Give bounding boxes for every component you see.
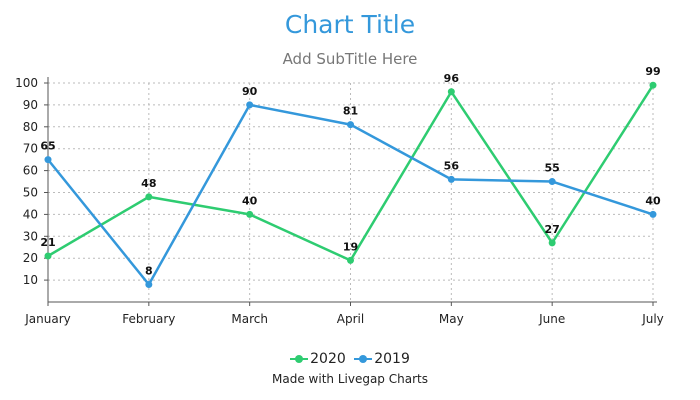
chart-title: Chart Title bbox=[284, 10, 416, 39]
legend-swatch-2019 bbox=[354, 354, 373, 364]
data-label-2020: 96 bbox=[444, 72, 460, 85]
data-point-2020 bbox=[246, 210, 254, 218]
data-label-2019: 90 bbox=[242, 85, 258, 98]
legend-item-2020[interactable]: 2020 bbox=[290, 351, 346, 367]
legend-item-2019[interactable]: 2019 bbox=[354, 351, 410, 367]
legend-swatch-2020 bbox=[290, 354, 309, 364]
y-tick-label: 50 bbox=[23, 186, 38, 200]
legend-label-2019: 2019 bbox=[374, 351, 410, 367]
data-point-2019 bbox=[548, 178, 556, 186]
data-point-2020 bbox=[145, 193, 153, 201]
x-tick-label: March bbox=[231, 312, 268, 326]
data-point-2020 bbox=[347, 256, 354, 264]
data-label-2020: 19 bbox=[343, 240, 358, 253]
data-point-2020 bbox=[44, 252, 52, 260]
data-label-2020: 21 bbox=[40, 236, 55, 249]
data-point-2019 bbox=[246, 101, 254, 109]
x-tick-label: January bbox=[24, 312, 71, 326]
data-point-2019 bbox=[347, 121, 354, 129]
data-label-2019: 55 bbox=[545, 162, 560, 175]
y-tick-label: 60 bbox=[23, 164, 38, 178]
y-tick-label: 100 bbox=[15, 76, 38, 90]
y-tick-label: 10 bbox=[23, 273, 38, 287]
y-tick-label: 70 bbox=[23, 142, 38, 156]
data-point-2020 bbox=[548, 239, 556, 247]
data-point-2020 bbox=[649, 81, 657, 89]
data-label-2019: 81 bbox=[343, 105, 358, 118]
data-point-2019 bbox=[145, 280, 153, 288]
y-tick-label: 90 bbox=[23, 98, 38, 112]
data-point-2020 bbox=[447, 88, 455, 96]
data-label-2019: 65 bbox=[40, 140, 55, 153]
data-point-2019 bbox=[44, 156, 52, 164]
x-tick-label: February bbox=[122, 312, 175, 326]
y-tick-label: 30 bbox=[23, 229, 38, 243]
data-point-2019 bbox=[649, 210, 657, 218]
chart-subtitle: Add SubTitle Here bbox=[282, 50, 418, 68]
data-label-2019: 8 bbox=[145, 264, 153, 277]
x-tick-label: July bbox=[641, 312, 664, 326]
data-label-2020: 48 bbox=[141, 177, 156, 190]
x-tick-label: May bbox=[439, 312, 464, 326]
y-tick-label: 40 bbox=[23, 207, 38, 221]
credit-text: Made with Livegap Charts bbox=[272, 372, 428, 386]
y-tick-label: 80 bbox=[23, 120, 38, 134]
legend-label-2020: 2020 bbox=[310, 351, 346, 367]
data-label-2019: 56 bbox=[444, 159, 460, 172]
x-tick-label: April bbox=[337, 312, 364, 326]
data-label-2020: 99 bbox=[645, 65, 660, 78]
x-tick-label: June bbox=[538, 312, 565, 326]
data-label-2020: 27 bbox=[545, 223, 560, 236]
data-label-2019: 40 bbox=[645, 194, 661, 207]
data-point-2019 bbox=[447, 175, 455, 183]
data-label-2020: 40 bbox=[242, 194, 258, 207]
legend: 2020 2019 bbox=[0, 351, 700, 368]
y-tick-label: 20 bbox=[23, 251, 38, 265]
